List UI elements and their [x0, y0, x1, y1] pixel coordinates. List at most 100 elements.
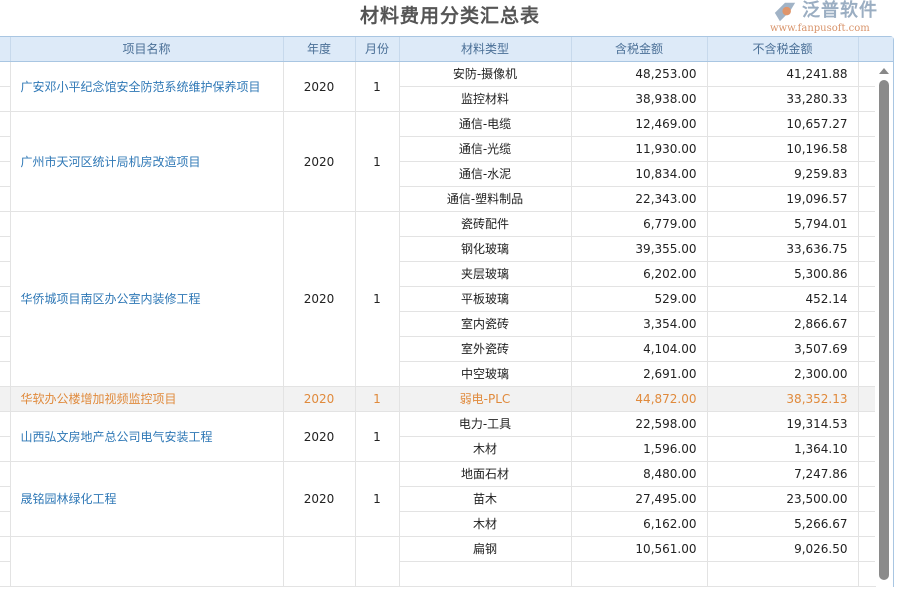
- header-year[interactable]: 年度: [283, 37, 356, 62]
- summary-table: 项目名称 年度 月份 材料类型 含税金额 不含税金额 广安邓小平纪念馆安全防范系…: [0, 36, 894, 587]
- project-name-link[interactable]: 华侨城项目南区办公室内装修工程: [10, 211, 284, 387]
- header-month[interactable]: 月份: [355, 37, 400, 62]
- row-stub-cell: [0, 261, 11, 287]
- scroll-up-arrow-icon[interactable]: [879, 68, 889, 74]
- header-stub[interactable]: [0, 37, 11, 62]
- table-row[interactable]: 钢化玻璃 39,355.00 33,636.75: [0, 236, 876, 262]
- table-row[interactable]: 通信-光缆 11,930.00 10,196.58: [0, 136, 876, 162]
- table-row[interactable]: 平板玻璃 529.00 452.14: [0, 286, 876, 312]
- blank-cell: [858, 386, 876, 412]
- month-cell: 1: [355, 211, 400, 387]
- material-type-cell: 监控材料: [399, 86, 572, 112]
- table-row[interactable]: 室内瓷砖 3,354.00 2,866.67: [0, 311, 876, 337]
- table-row[interactable]: [0, 561, 876, 587]
- row-stub-cell: [0, 311, 11, 337]
- notax-amount-cell: 3,507.69: [707, 336, 859, 362]
- tax-amount-cell: 48,253.00: [571, 61, 708, 87]
- project-name-link[interactable]: 广州市天河区统计局机房改造项目: [10, 111, 284, 212]
- fanpu-logo-icon: [774, 2, 796, 22]
- notax-amount-cell: 5,300.86: [707, 261, 859, 287]
- header-tax-amount[interactable]: 含税金额: [571, 37, 708, 62]
- notax-amount-cell: 1,364.10: [707, 436, 859, 462]
- table-row[interactable]: 夹层玻璃 6,202.00 5,300.86: [0, 261, 876, 287]
- row-stub-cell: [0, 486, 11, 512]
- table-row[interactable]: 监控材料 38,938.00 33,280.33: [0, 86, 876, 112]
- table-row[interactable]: 通信-水泥 10,834.00 9,259.83: [0, 161, 876, 187]
- notax-amount-cell: 19,314.53: [707, 411, 859, 437]
- notax-amount-cell: 5,794.01: [707, 211, 859, 237]
- table-row[interactable]: 苗木 27,495.00 23,500.00: [0, 486, 876, 512]
- blank-cell: [858, 336, 876, 362]
- table-row[interactable]: 华侨城项目南区办公室内装修工程 2020 1 瓷砖配件 6,779.00 5,794.01: [0, 211, 876, 387]
- table-row[interactable]: 中空玻璃 2,691.00 2,300.00: [0, 361, 876, 387]
- tax-amount-cell: 38,938.00: [571, 86, 708, 112]
- tax-amount-cell: 6,779.00: [571, 211, 708, 237]
- project-name-link[interactable]: 广安邓小平纪念馆安全防范系统维护保养项目: [10, 61, 284, 112]
- row-stub-cell: [0, 161, 11, 187]
- notax-amount-cell: 33,636.75: [707, 236, 859, 262]
- material-type-cell: 电力-工具: [399, 411, 572, 437]
- month-cell: 1: [355, 61, 400, 112]
- project-name-link[interactable]: [10, 536, 284, 587]
- blank-cell: [858, 536, 876, 562]
- project-name-link[interactable]: 晟铭园林绿化工程: [10, 461, 284, 537]
- blank-cell: [858, 186, 876, 212]
- notax-amount-cell: [707, 561, 859, 587]
- header-material-type[interactable]: 材料类型: [399, 37, 572, 62]
- table-row[interactable]: 木材 1,596.00 1,364.10: [0, 436, 876, 462]
- table-row[interactable]: 广安邓小平纪念馆安全防范系统维护保养项目 2020 1 安防-摄像机 48,253.00…: [0, 61, 876, 112]
- notax-amount-cell: 7,247.86: [707, 461, 859, 487]
- blank-cell: [858, 436, 876, 462]
- blank-cell: [858, 511, 876, 537]
- table-row[interactable]: 华软办公楼增加视频监控项目 2020 1 弱电-PLC 44,872.00 38,352.…: [0, 386, 876, 412]
- vertical-scrollbar[interactable]: [875, 62, 893, 586]
- header-blank: [858, 37, 876, 62]
- material-type-cell: 苗木: [399, 486, 572, 512]
- notax-amount-cell: 10,657.27: [707, 111, 859, 137]
- tax-amount-cell: 44,872.00: [571, 386, 708, 412]
- tax-amount-cell: 10,561.00: [571, 536, 708, 562]
- table-row[interactable]: 广州市天河区统计局机房改造项目 2020 1 通信-电缆 12,469.00 10,657…: [0, 111, 876, 212]
- tax-amount-cell: 6,202.00: [571, 261, 708, 287]
- watermark-logo: 泛普软件 www.fanpusoft.com: [768, 0, 893, 36]
- table-row[interactable]: 晟铭园林绿化工程 2020 1 地面石材 8,480.00 7,247.86: [0, 461, 876, 537]
- blank-cell: [858, 486, 876, 512]
- row-stub-cell: [0, 386, 11, 412]
- row-stub-cell: [0, 86, 11, 112]
- row-stub-cell: [0, 111, 11, 137]
- tax-amount-cell: 22,598.00: [571, 411, 708, 437]
- header-notax-amount[interactable]: 不含税金额: [707, 37, 859, 62]
- material-type-cell: 木材: [399, 511, 572, 537]
- month-cell: 1: [355, 111, 400, 212]
- row-stub-cell: [0, 286, 11, 312]
- project-name-link[interactable]: 华软办公楼增加视频监控项目: [10, 386, 284, 412]
- notax-amount-cell: 33,280.33: [707, 86, 859, 112]
- tax-amount-cell: 27,495.00: [571, 486, 708, 512]
- tax-amount-cell: 12,469.00: [571, 111, 708, 137]
- table-row[interactable]: 通信-塑料制品 22,343.00 19,096.57: [0, 186, 876, 212]
- material-type-cell: 夹层玻璃: [399, 261, 572, 287]
- table-row[interactable]: 山西弘文房地产总公司电气安装工程 2020 1 电力-工具 22,598.00 19,31…: [0, 411, 876, 462]
- blank-cell: [858, 161, 876, 187]
- blank-cell: [858, 311, 876, 337]
- row-stub-cell: [0, 511, 11, 537]
- notax-amount-cell: 10,196.58: [707, 136, 859, 162]
- table-row[interactable]: 扁钢 10,561.00 9,026.50: [0, 536, 876, 587]
- scrollbar-thumb[interactable]: [879, 80, 889, 580]
- notax-amount-cell: 23,500.00: [707, 486, 859, 512]
- project-name-link[interactable]: 山西弘文房地产总公司电气安装工程: [10, 411, 284, 462]
- row-stub-cell: [0, 436, 11, 462]
- material-type-cell: 通信-电缆: [399, 111, 572, 137]
- row-stub-cell: [0, 211, 11, 237]
- tax-amount-cell: 2,691.00: [571, 361, 708, 387]
- blank-cell: [858, 286, 876, 312]
- table-row[interactable]: 木材 6,162.00 5,266.67: [0, 511, 876, 537]
- header-project-name[interactable]: 项目名称: [10, 37, 284, 62]
- material-type-cell: 地面石材: [399, 461, 572, 487]
- year-cell: [283, 536, 356, 587]
- table-row[interactable]: 室外瓷砖 4,104.00 3,507.69: [0, 336, 876, 362]
- material-type-cell: 通信-塑料制品: [399, 186, 572, 212]
- watermark-text: 泛普软件: [802, 0, 878, 21]
- month-cell: 1: [355, 461, 400, 537]
- year-cell: 2020: [283, 386, 356, 412]
